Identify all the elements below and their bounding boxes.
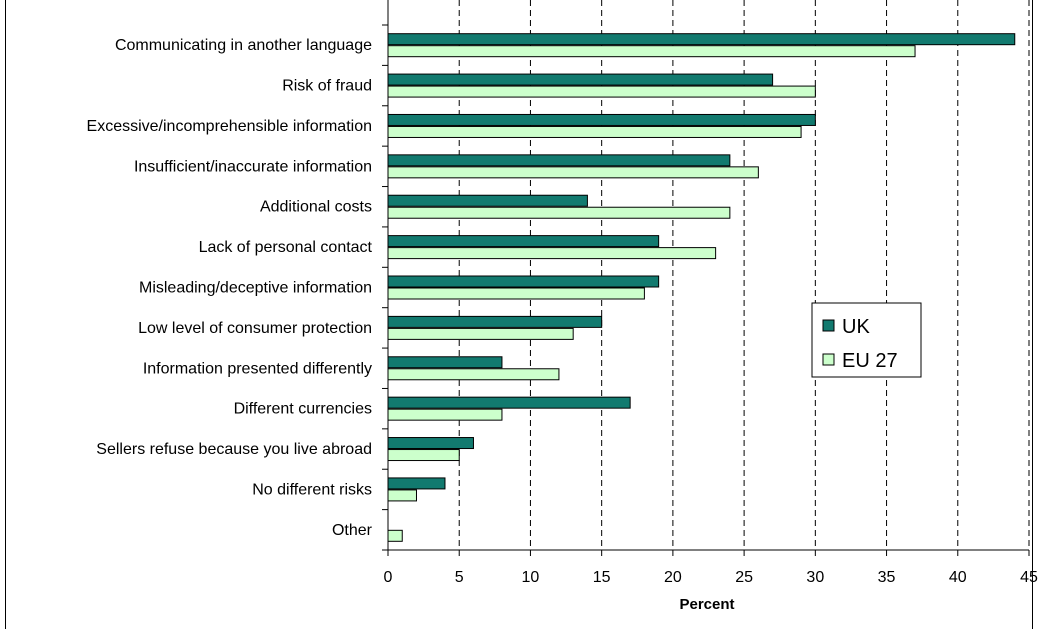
category-label: Misleading/deceptive information bbox=[139, 280, 372, 297]
bar-uk bbox=[387, 275, 660, 288]
category-label: Low level of consumer protection bbox=[138, 320, 372, 337]
x-tick-label: 35 bbox=[878, 569, 896, 586]
bar-uk bbox=[387, 356, 503, 369]
legend: UK EU 27 bbox=[811, 302, 922, 378]
x-tick-label: 30 bbox=[806, 569, 824, 586]
bar-eu27 bbox=[387, 166, 759, 179]
legend-label: UK bbox=[842, 316, 870, 338]
bar-uk bbox=[387, 315, 603, 328]
bar-uk bbox=[387, 437, 474, 450]
x-tick-label: 20 bbox=[664, 569, 682, 586]
bar-eu27 bbox=[387, 449, 460, 462]
category-label: Insufficient/inaccurate information bbox=[134, 158, 372, 175]
x-tick-labels: 0 5 10 15 20 25 30 35 40 45 bbox=[384, 569, 1038, 586]
bar-uk bbox=[387, 154, 731, 167]
category-label: No different risks bbox=[252, 481, 372, 498]
bar-eu27 bbox=[387, 85, 816, 98]
bar-eu27 bbox=[387, 327, 574, 340]
bar-eu27 bbox=[387, 529, 403, 542]
legend-swatch-eu27 bbox=[822, 353, 835, 366]
bar-uk bbox=[387, 477, 446, 490]
category-label: Excessive/incomprehensible information bbox=[87, 118, 372, 135]
x-tick-label: 0 bbox=[384, 569, 393, 586]
bar-uk bbox=[387, 396, 631, 409]
bar-uk bbox=[387, 235, 660, 248]
bar-eu27 bbox=[387, 206, 731, 219]
category-label: Risk of fraud bbox=[282, 78, 372, 95]
category-label: Other bbox=[332, 522, 373, 539]
x-tick-label: 10 bbox=[522, 569, 540, 586]
bar-uk bbox=[387, 33, 1016, 46]
axes bbox=[382, 0, 1030, 556]
bar-uk bbox=[387, 194, 588, 207]
bar-eu27 bbox=[387, 247, 717, 260]
x-tick-label: 40 bbox=[949, 569, 967, 586]
x-axis-title: Percent bbox=[679, 596, 734, 613]
category-label: Information presented differently bbox=[143, 360, 372, 377]
category-label: Communicating in another language bbox=[115, 37, 372, 54]
legend-swatch-uk bbox=[822, 319, 835, 332]
x-tick-label: 25 bbox=[735, 569, 753, 586]
category-label: Additional costs bbox=[260, 199, 372, 216]
bar-eu27 bbox=[387, 408, 503, 421]
bar-uk bbox=[387, 73, 774, 86]
x-tick-label: 15 bbox=[593, 569, 611, 586]
bar-eu27 bbox=[387, 45, 916, 58]
bar-eu27 bbox=[387, 125, 802, 138]
bars bbox=[387, 33, 1016, 542]
bar-uk bbox=[387, 113, 816, 126]
category-labels: Communicating in another language Risk of… bbox=[87, 37, 373, 539]
category-label: Different currencies bbox=[234, 401, 372, 418]
bar-eu27 bbox=[387, 368, 560, 381]
legend-label: EU 27 bbox=[842, 350, 898, 372]
x-tick-label: 5 bbox=[455, 569, 464, 586]
x-tick-label: 45 bbox=[1020, 569, 1038, 586]
category-label: Lack of personal contact bbox=[199, 239, 373, 256]
category-label: Sellers refuse because you live abroad bbox=[96, 441, 372, 458]
bar-eu27 bbox=[387, 489, 417, 502]
bar-eu27 bbox=[387, 287, 645, 300]
